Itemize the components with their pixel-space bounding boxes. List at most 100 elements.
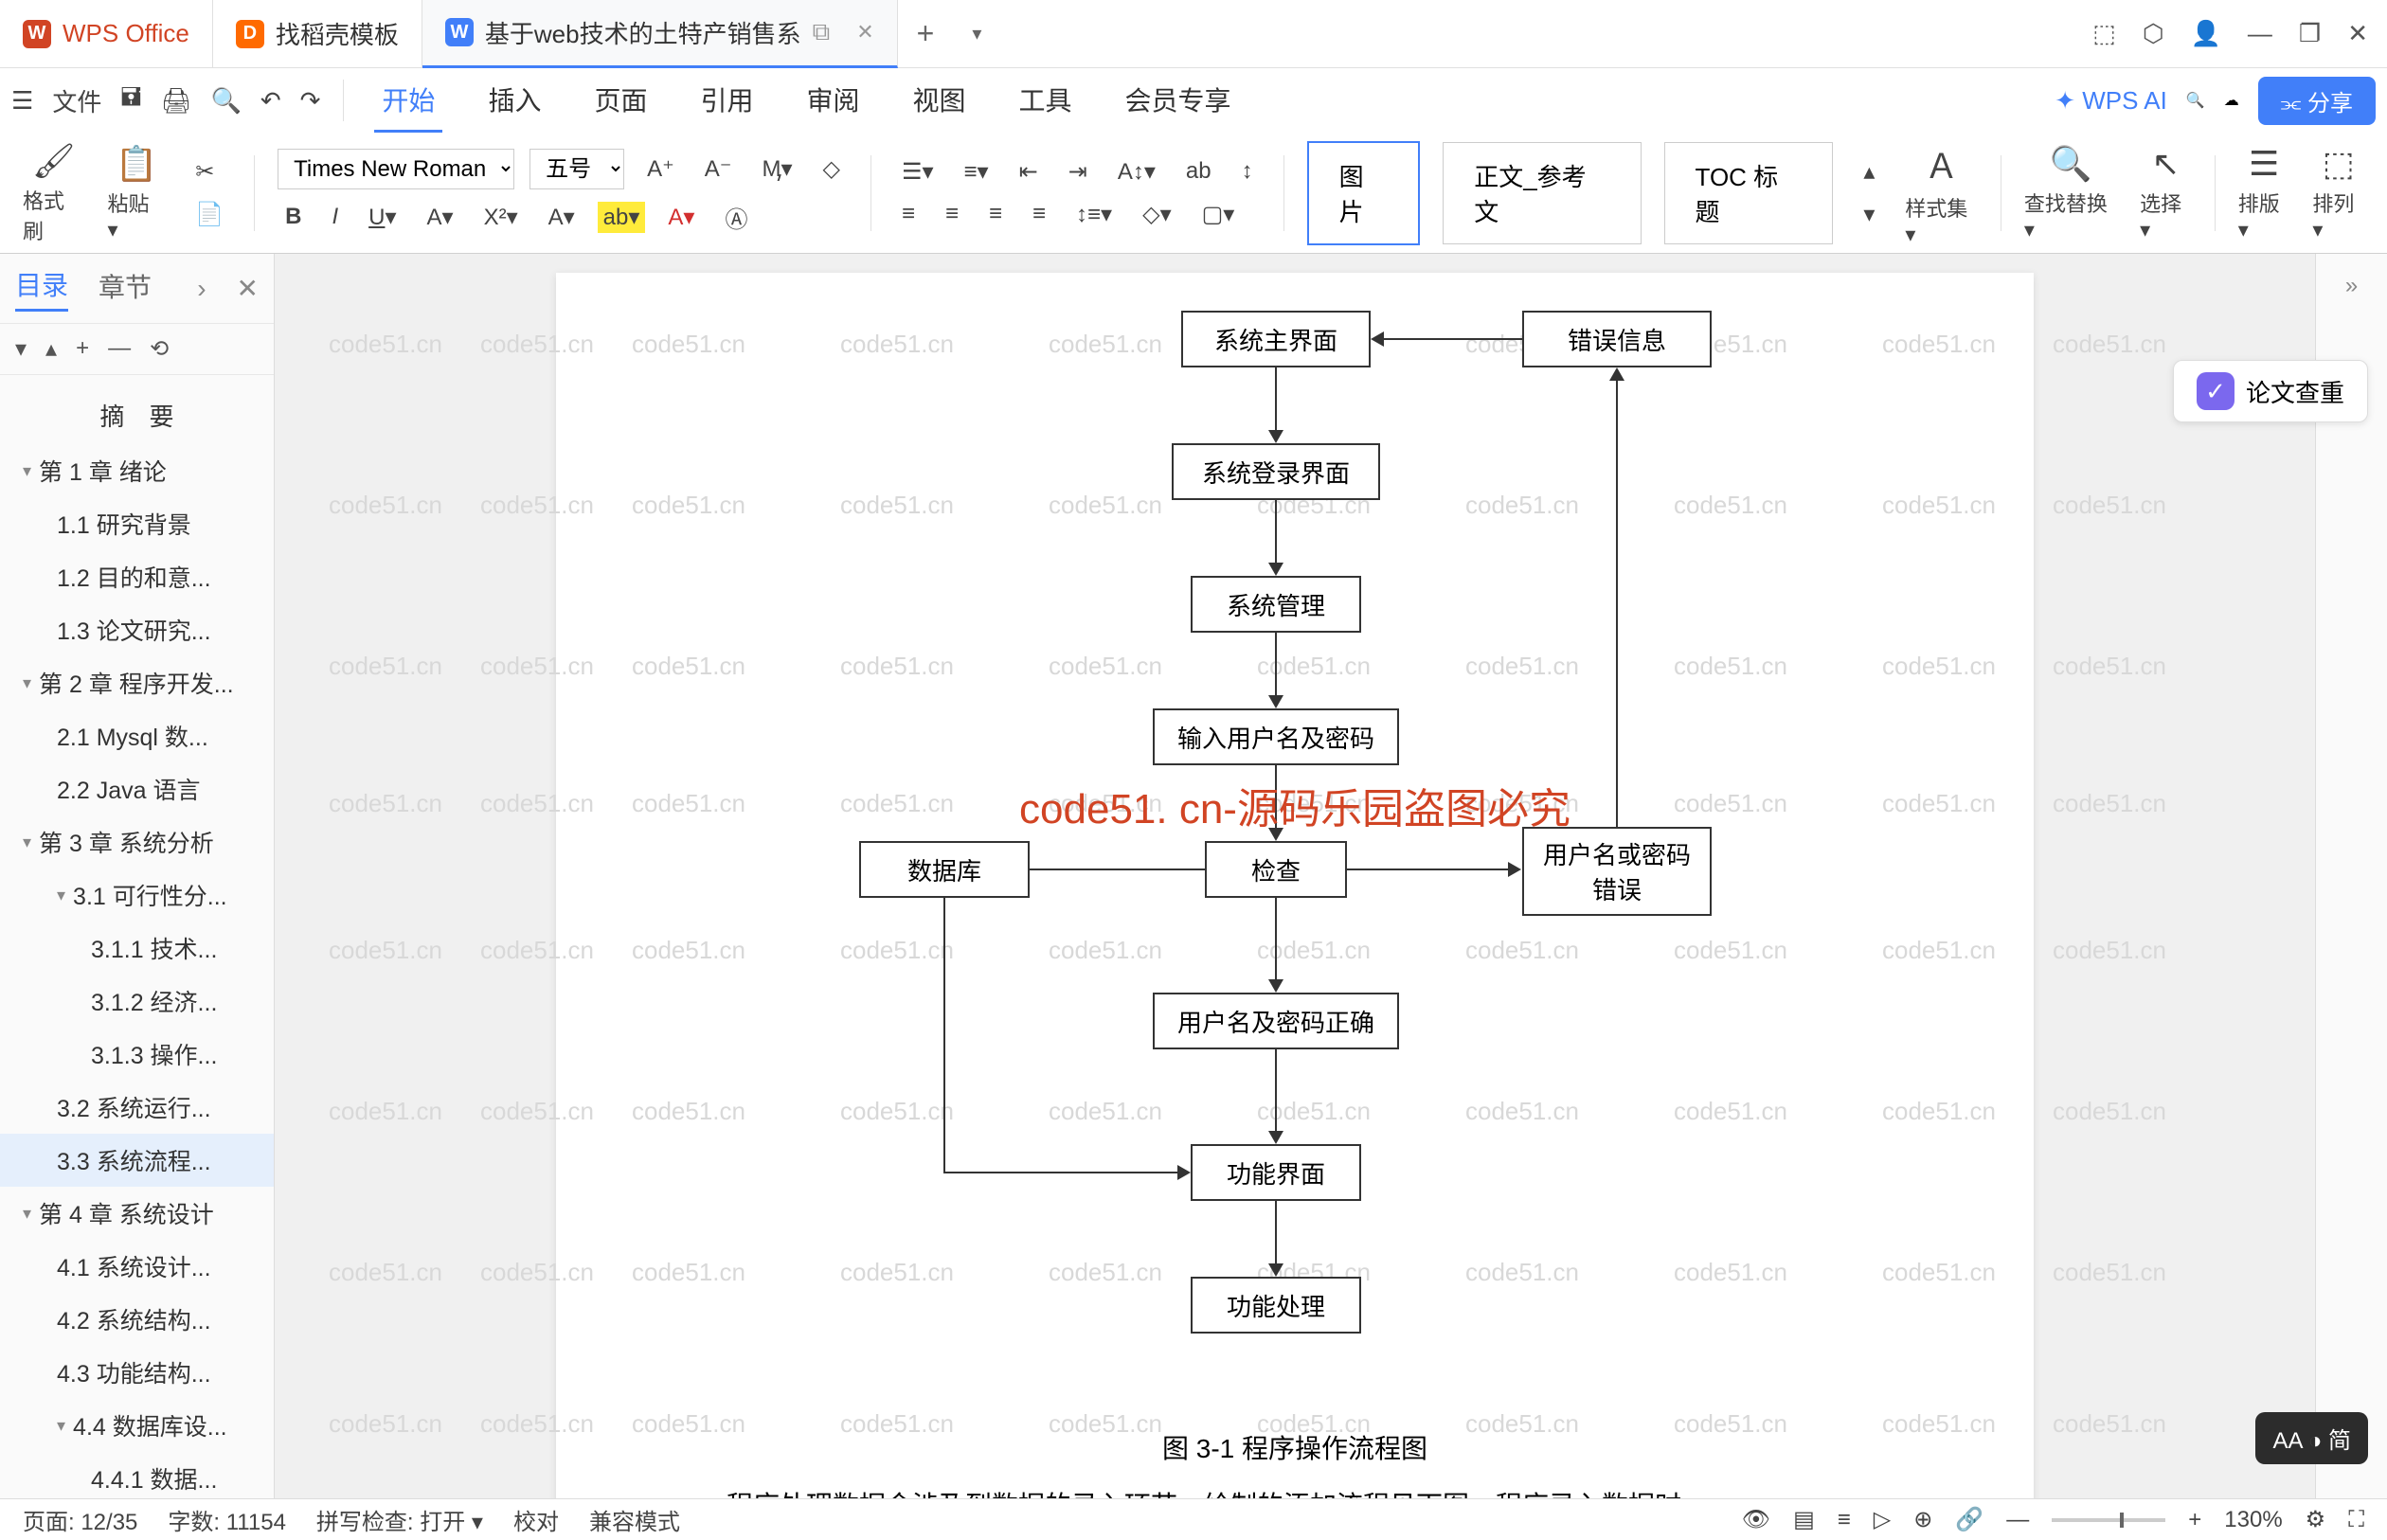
sort-icon[interactable]: ↕ xyxy=(1234,154,1261,188)
outline-item[interactable]: ▾第 4 章 系统设计 xyxy=(0,1187,274,1240)
find-replace-group[interactable]: 🔍 查找替换▾ xyxy=(2024,144,2117,242)
outline-item[interactable]: 2.1 Mysql 数... xyxy=(0,709,274,762)
zoom-slider[interactable] xyxy=(2052,1518,2165,1522)
select-group[interactable]: ↖ 选择▾ xyxy=(2140,144,2192,242)
refresh-icon[interactable]: ⟲ xyxy=(150,335,169,363)
tab-add-button[interactable]: + xyxy=(898,0,954,68)
word-count[interactable]: 字数: 11154 xyxy=(168,1503,286,1536)
bold-icon[interactable]: B xyxy=(278,200,309,234)
maximize-icon[interactable]: ⬚ xyxy=(2092,19,2116,48)
menu-tools[interactable]: 工具 xyxy=(1012,69,1080,133)
cube-icon[interactable]: ⬡ xyxy=(2143,19,2164,48)
paste-group[interactable]: 📋 粘贴 ▾ xyxy=(108,144,166,242)
menu-start[interactable]: 开始 xyxy=(374,69,442,133)
decrease-font-icon[interactable]: A⁻ xyxy=(697,152,740,187)
clear-format-icon[interactable]: ◇ xyxy=(816,152,848,187)
file-menu[interactable]: 文件 xyxy=(52,83,101,118)
format-brush-group[interactable]: 🖌 格式刷 xyxy=(23,141,85,245)
outline-item[interactable]: 4.4.1 数据... xyxy=(0,1452,274,1498)
outline-item[interactable]: 4.1 系统设计... xyxy=(0,1240,274,1293)
play-icon[interactable]: ▷ xyxy=(1874,1506,1891,1533)
text-effect-icon[interactable]: A▾ xyxy=(541,200,583,235)
increase-indent-icon[interactable]: ⇥ xyxy=(1061,154,1095,189)
outline-item[interactable]: 3.1.1 技术... xyxy=(0,922,274,975)
number-list-icon[interactable]: ≡▾ xyxy=(957,154,996,189)
superscript-icon[interactable]: X²▾ xyxy=(476,200,526,235)
circle-text-icon[interactable]: Ⓐ xyxy=(717,197,755,238)
border-icon[interactable]: ▢▾ xyxy=(1194,197,1243,232)
zoom-in-icon[interactable]: + xyxy=(2188,1507,2201,1533)
collapse-up-icon[interactable]: ▴ xyxy=(45,335,57,363)
paper-check-button[interactable]: ✓ 论文查重 xyxy=(2173,360,2368,422)
font-size-select[interactable]: 五号 xyxy=(529,149,624,189)
save-icon[interactable]: 🖬 xyxy=(120,80,141,121)
minimize-icon[interactable]: — xyxy=(2248,19,2272,48)
globe-icon[interactable]: ⊕ xyxy=(1913,1506,1932,1533)
menu-reference[interactable]: 引用 xyxy=(692,69,761,133)
tab-template[interactable]: D 找稻壳模板 xyxy=(213,0,422,68)
tab-wps-office[interactable]: W WPS Office xyxy=(0,0,213,68)
shading-icon[interactable]: ◇▾ xyxy=(1135,197,1179,232)
bullet-list-icon[interactable]: ☰▾ xyxy=(894,154,942,189)
menu-member[interactable]: 会员专享 xyxy=(1118,69,1239,133)
style-reference[interactable]: 正文_参考文 xyxy=(1443,142,1641,244)
collapse-icon[interactable]: » xyxy=(2345,273,2358,299)
cut-icon[interactable]: ✂ xyxy=(188,154,231,189)
restore-icon[interactable]: ❐ xyxy=(2299,19,2321,48)
outline-item[interactable]: 4.3 功能结构... xyxy=(0,1346,274,1399)
search-icon[interactable]: 🔍 xyxy=(2186,91,2205,110)
highlight-icon[interactable]: ab▾ xyxy=(598,202,646,233)
decrease-indent-icon[interactable]: ⇤ xyxy=(1012,154,1046,189)
wps-ai-button[interactable]: ✦ WPS AI xyxy=(2055,86,2167,116)
menu-review[interactable]: 审阅 xyxy=(799,69,867,133)
share-button[interactable]: ⫘ 分享 xyxy=(2258,77,2376,125)
outline-item[interactable]: 3.1.3 操作... xyxy=(0,1028,274,1081)
fullscreen-icon[interactable]: ⛶ xyxy=(2348,1507,2364,1533)
tab-outline[interactable]: 目录 xyxy=(15,265,68,312)
align-center-icon[interactable]: ≡ xyxy=(938,197,966,231)
outline-item[interactable]: 1.3 论文研究... xyxy=(0,603,274,656)
close-icon[interactable]: ✕ xyxy=(2347,19,2368,48)
outline-item[interactable]: 1.1 研究背景 xyxy=(0,497,274,550)
menu-icon[interactable]: ☰ xyxy=(11,86,33,116)
style-set-group[interactable]: Ａ 样式集▾ xyxy=(1905,139,1977,247)
font-family-select[interactable]: Times New Roman xyxy=(278,149,514,189)
tab-document[interactable]: W 基于web技术的土特产销售系 ⧉ ✕ xyxy=(422,0,898,68)
outline-item[interactable]: ▾3.1 可行性分... xyxy=(0,868,274,922)
outline-item[interactable]: ▾第 1 章 绪论 xyxy=(0,444,274,497)
change-case-icon[interactable]: Ӎ▾ xyxy=(754,152,799,187)
expand-icon[interactable]: › xyxy=(197,274,206,304)
document-canvas[interactable]: code51.cncode51.cncode51.cncode51.cncode… xyxy=(275,254,2315,1498)
page-indicator[interactable]: 页面: 12/35 xyxy=(23,1503,137,1536)
outline-item[interactable]: 1.2 目的和意... xyxy=(0,550,274,603)
zoom-level[interactable]: 130% xyxy=(2224,1507,2282,1533)
text-direction-icon[interactable]: A↕▾ xyxy=(1110,154,1163,189)
zoom-out-icon[interactable]: — xyxy=(2006,1507,2029,1533)
outline-item[interactable]: ▾4.4 数据库设... xyxy=(0,1399,274,1452)
remove-icon[interactable]: — xyxy=(108,335,131,363)
tab-chapters[interactable]: 章节 xyxy=(99,267,152,311)
strikethrough-icon[interactable]: A▾ xyxy=(420,200,461,235)
menu-insert[interactable]: 插入 xyxy=(480,69,548,133)
cloud-icon[interactable]: ☁ xyxy=(2224,91,2239,110)
outline-item[interactable]: 3.2 系统运行... xyxy=(0,1081,274,1134)
align-justify-icon[interactable]: ≡ xyxy=(1025,197,1053,231)
line-spacing-icon[interactable]: ↕≡▾ xyxy=(1068,197,1120,232)
avatar-icon[interactable]: 👤 xyxy=(2191,19,2221,48)
close-sidebar-icon[interactable]: ✕ xyxy=(237,273,259,304)
spell-check-status[interactable]: 拼写检查: 打开 ▾ xyxy=(316,1503,483,1536)
outline-item[interactable]: ▾第 3 章 系统分析 xyxy=(0,815,274,868)
preview-icon[interactable]: 🔍 xyxy=(210,86,241,116)
outline-title[interactable]: 摘 要 xyxy=(0,386,274,444)
settings-icon[interactable]: ⚙ xyxy=(2306,1506,2326,1533)
collapse-down-icon[interactable]: ▾ xyxy=(15,335,27,363)
style-down-icon[interactable]: ▾ xyxy=(1856,197,1882,232)
tab-window-icon[interactable]: ⧉ xyxy=(813,17,831,47)
align-left-icon[interactable]: ≡ xyxy=(894,197,923,231)
increase-font-icon[interactable]: A⁺ xyxy=(639,152,682,187)
reading-mode-badge[interactable]: AA ◑ 简 xyxy=(2255,1412,2368,1464)
compat-mode[interactable]: 兼容模式 xyxy=(589,1503,680,1536)
copy-icon[interactable]: 📄 xyxy=(188,197,231,232)
outline-item[interactable]: 3.3 系统流程... xyxy=(0,1134,274,1187)
style-up-icon[interactable]: ▴ xyxy=(1856,154,1882,189)
